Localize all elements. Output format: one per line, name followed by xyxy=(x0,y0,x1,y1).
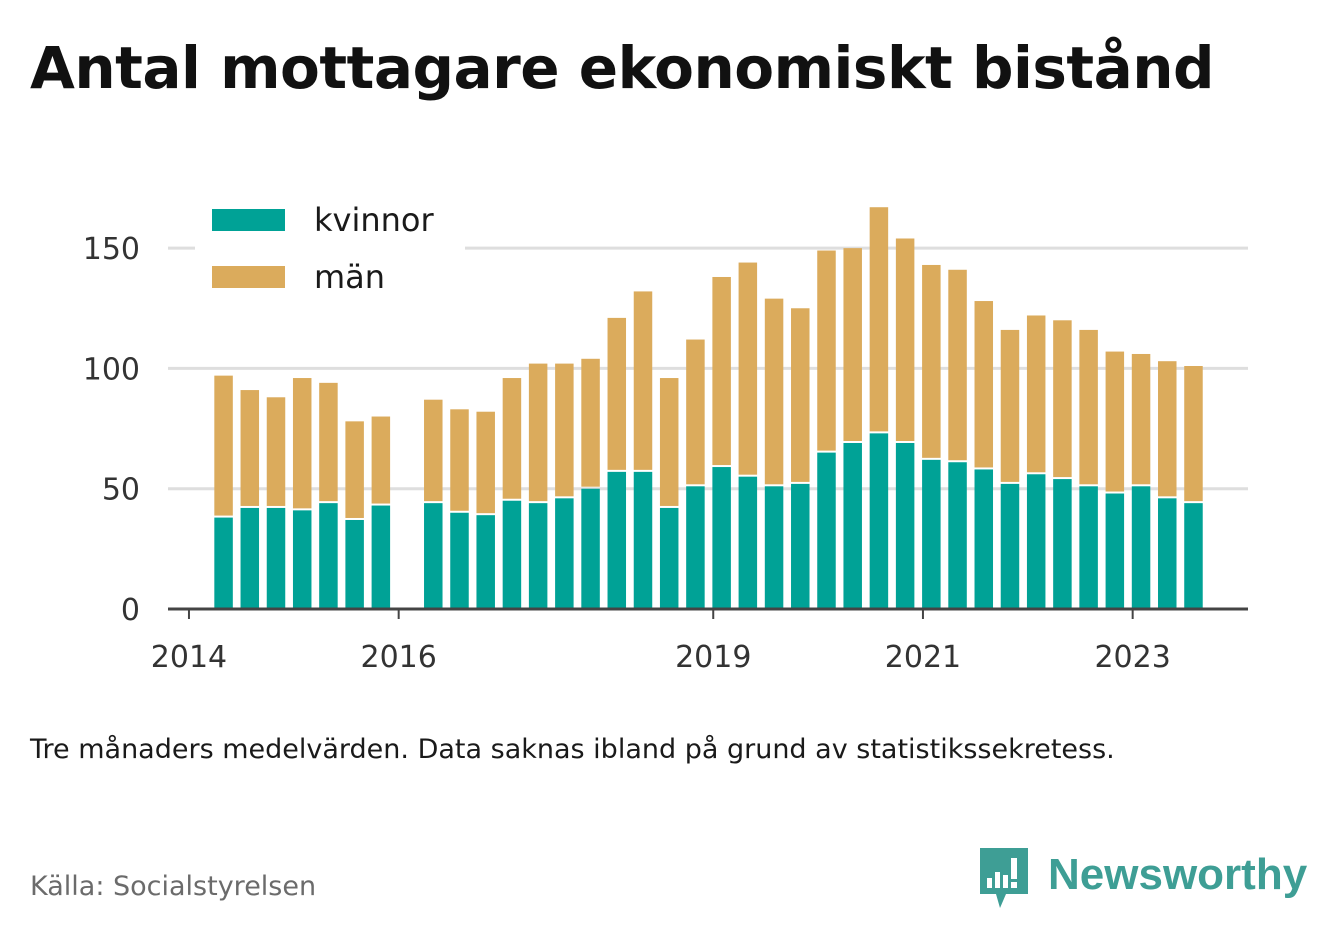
bar-man xyxy=(1079,329,1098,485)
bar-kvinnor xyxy=(948,462,967,609)
bar-kvinnor xyxy=(581,488,600,609)
bar-kvinnor xyxy=(450,512,469,609)
legend: kvinnor män xyxy=(195,195,465,305)
bar-chart: 0 50 100 150 2014 2016 2019 2021 2023 kvinnor män xyxy=(82,195,1248,675)
bar-man xyxy=(371,416,391,504)
bar-kvinnor xyxy=(686,486,705,609)
x-tick-label: 2014 xyxy=(151,640,227,675)
bar-kvinnor xyxy=(791,483,810,609)
chart-note: Tre månaders medelvärden. Data saknas ib… xyxy=(30,734,1115,765)
bar-kvinnor xyxy=(1079,486,1098,609)
bar-kvinnor xyxy=(319,503,338,609)
bar-kvinnor xyxy=(1105,493,1125,609)
legend-label: män xyxy=(314,258,385,296)
bar-kvinnor xyxy=(371,505,391,609)
bar-man xyxy=(450,409,469,511)
bar-man xyxy=(948,269,967,461)
y-tick-label: 100 xyxy=(83,352,140,387)
bar-kvinnor xyxy=(974,469,994,609)
bar-kvinnor xyxy=(738,476,758,609)
bar-kvinnor xyxy=(345,519,364,609)
bar-man xyxy=(764,298,784,485)
bar-kvinnor xyxy=(607,471,627,609)
bar-kvinnor xyxy=(476,515,495,609)
bar-man xyxy=(1026,315,1046,473)
bar-man xyxy=(633,291,653,470)
bar-man xyxy=(240,390,260,506)
bar-kvinnor xyxy=(1000,483,1020,609)
bar-man xyxy=(712,276,731,466)
bar-man xyxy=(1000,329,1020,482)
bar-kvinnor xyxy=(843,442,862,609)
bar-kvinnor xyxy=(424,503,443,609)
bar-man xyxy=(555,363,574,497)
y-tick-label: 150 xyxy=(83,232,140,267)
x-tick-label: 2023 xyxy=(1094,640,1170,675)
bar-kvinnor xyxy=(817,452,836,609)
newsworthy-logo-icon xyxy=(980,848,1028,908)
bar-man xyxy=(869,207,889,432)
bar-man xyxy=(214,375,233,516)
bar-kvinnor xyxy=(528,503,548,609)
bar-man xyxy=(659,378,679,506)
bar-kvinnor xyxy=(869,433,889,609)
bar-man xyxy=(1131,353,1151,485)
y-tick-label: 50 xyxy=(102,473,140,508)
bar-kvinnor xyxy=(922,459,941,609)
bar-man xyxy=(686,339,705,485)
bar-man xyxy=(607,317,627,470)
bar-kvinnor xyxy=(1131,486,1151,609)
bar-man xyxy=(292,378,312,509)
x-tick-label: 2021 xyxy=(885,640,961,675)
bar-man xyxy=(817,250,836,451)
source-credit: Källa: Socialstyrelsen xyxy=(30,871,317,902)
bar-kvinnor xyxy=(1184,503,1203,609)
bar-man xyxy=(791,308,810,482)
bar-man xyxy=(319,382,338,502)
brand-name: Newsworthy xyxy=(1048,850,1308,899)
bar-kvinnor xyxy=(895,442,915,609)
x-tick-label: 2019 xyxy=(675,640,751,675)
bar-kvinnor xyxy=(1158,498,1177,609)
bar-man xyxy=(895,238,915,441)
bar-man xyxy=(738,262,758,475)
x-tick-label: 2016 xyxy=(360,640,436,675)
bar-kvinnor xyxy=(214,517,233,609)
bar-kvinnor xyxy=(266,507,286,609)
bar-kvinnor xyxy=(1026,474,1046,609)
legend-swatch xyxy=(212,209,285,231)
bar-man xyxy=(476,411,495,514)
bar-man xyxy=(528,363,548,502)
bar-man xyxy=(1053,320,1072,478)
axes: 0 50 100 150 2014 2016 2019 2021 2023 xyxy=(83,232,1248,675)
bar-kvinnor xyxy=(240,507,260,609)
y-tick-label: 0 xyxy=(121,593,140,628)
legend-swatch xyxy=(212,266,285,288)
bar-man xyxy=(502,378,522,499)
legend-label: kvinnor xyxy=(314,201,435,239)
bar-man xyxy=(1184,366,1203,502)
bar-man xyxy=(345,421,364,518)
bar-kvinnor xyxy=(659,507,679,609)
bar-man xyxy=(424,399,443,502)
bar-kvinnor xyxy=(502,500,522,609)
bar-kvinnor xyxy=(555,498,574,609)
bar-man xyxy=(1105,351,1125,492)
bar-man xyxy=(266,397,286,506)
bar-kvinnor xyxy=(712,467,731,609)
bar-man xyxy=(974,301,994,468)
bar-kvinnor xyxy=(633,471,653,609)
bar-man xyxy=(1158,361,1177,497)
brand-logo[interactable]: Newsworthy xyxy=(980,848,1307,912)
bars xyxy=(214,207,1203,609)
bar-kvinnor xyxy=(1053,479,1072,609)
bar-kvinnor xyxy=(292,510,312,609)
bar-man xyxy=(922,264,941,458)
bar-kvinnor xyxy=(764,486,784,609)
bar-man xyxy=(581,358,600,487)
chart-title: Antal mottagare ekonomiskt bistånd xyxy=(30,34,1215,102)
bar-man xyxy=(843,248,862,441)
